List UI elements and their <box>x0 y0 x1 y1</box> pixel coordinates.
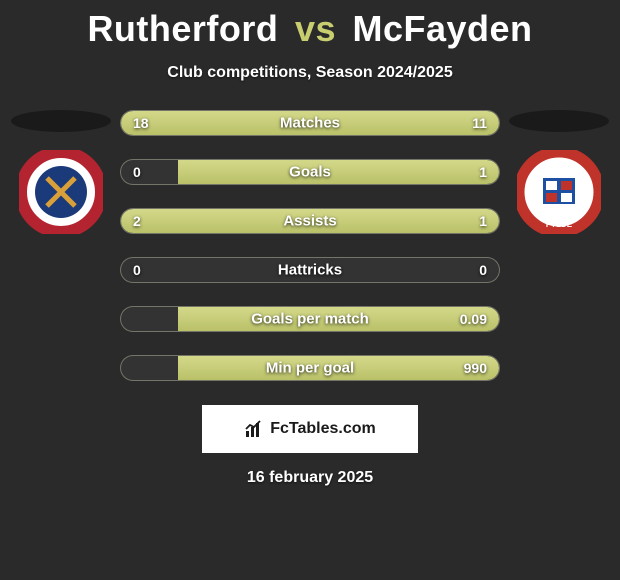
right-crest-svg: AFC FYLDE <box>517 150 601 234</box>
bar-value-right: 11 <box>472 115 487 131</box>
bar-label: Matches <box>280 115 340 132</box>
comparison-row: DAGENHAM & REDBRIDGE FC 1992 Matches1811… <box>0 110 620 381</box>
bar-value-left: 0 <box>133 262 141 278</box>
bar-value-right: 990 <box>464 360 487 376</box>
svg-text:FYLDE: FYLDE <box>546 220 573 229</box>
date-label: 16 february 2025 <box>0 469 620 487</box>
bar-label: Goals per match <box>251 311 369 328</box>
vs-label: vs <box>295 8 336 49</box>
stat-bar: Matches 18 11 <box>120 110 500 136</box>
bar-label: Assists <box>283 213 336 230</box>
bar-value-right: 1 <box>479 213 487 229</box>
bar-value-right: 0 <box>479 262 487 278</box>
svg-text:1992: 1992 <box>53 220 69 227</box>
subtitle: Club competitions, Season 2024/2025 <box>0 64 620 82</box>
bar-fill-right <box>178 160 499 184</box>
bar-value-left: 0 <box>133 164 141 180</box>
right-crest: AFC FYLDE <box>517 150 601 234</box>
bar-label: Goals <box>289 164 331 181</box>
footer-brand-text: FcTables.com <box>270 420 376 438</box>
player2-name: McFayden <box>353 8 533 49</box>
right-shadow-ellipse <box>509 110 609 132</box>
bar-value-right: 1 <box>479 164 487 180</box>
svg-text:AFC: AFC <box>551 157 568 166</box>
bar-value-left: 2 <box>133 213 141 229</box>
left-crest-svg: DAGENHAM & REDBRIDGE FC 1992 <box>19 150 103 234</box>
left-side: DAGENHAM & REDBRIDGE FC 1992 <box>6 110 116 234</box>
footer-brand-box: FcTables.com <box>202 405 418 453</box>
stat-bar: Goals 0 1 <box>120 159 500 185</box>
right-side: AFC FYLDE <box>504 110 614 234</box>
bar-value-left: 18 <box>133 115 149 131</box>
stat-bar: Hattricks 0 0 <box>120 257 500 283</box>
player1-name: Rutherford <box>87 8 278 49</box>
stat-bar: Min per goal 990 <box>120 355 500 381</box>
bar-label: Min per goal <box>266 360 354 377</box>
page-title: Rutherford vs McFayden <box>0 0 620 50</box>
left-crest: DAGENHAM & REDBRIDGE FC 1992 <box>19 150 103 234</box>
bar-value-right: 0.09 <box>460 311 487 327</box>
stat-bar: Goals per match 0.09 <box>120 306 500 332</box>
bar-label: Hattricks <box>278 262 342 279</box>
left-shadow-ellipse <box>11 110 111 132</box>
stat-bar: Assists 2 1 <box>120 208 500 234</box>
chart-icon <box>244 419 264 439</box>
stat-bars: Matches1811Goals01Assists21Hattricks00Go… <box>116 110 504 381</box>
